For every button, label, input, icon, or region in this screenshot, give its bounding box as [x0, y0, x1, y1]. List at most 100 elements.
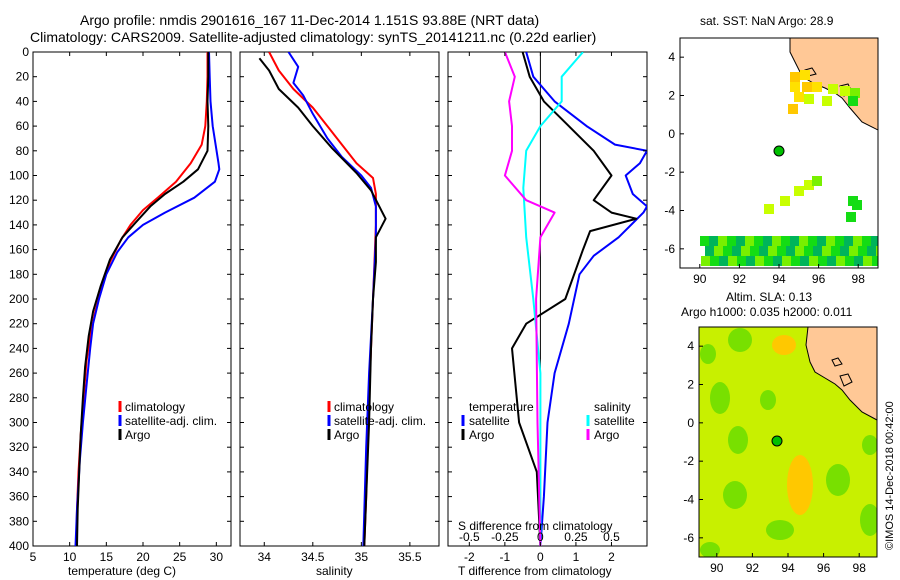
y-tick-label: 360 [9, 490, 29, 504]
sst-pixel [826, 236, 836, 246]
difference-axes-frame [447, 51, 648, 547]
sst-pixel [745, 236, 755, 246]
sst-pixel [741, 246, 751, 256]
sst-pixel [718, 236, 728, 246]
salinity-xlabel: salinity [316, 564, 353, 578]
y-tick-label: 160 [9, 243, 29, 257]
sst-pixel [723, 246, 733, 256]
legend-label-argo: Argo [125, 428, 151, 442]
salinity-axes-frame [239, 51, 440, 547]
map-y-tick-label: -4 [664, 204, 675, 218]
sla-land-island [831, 357, 843, 367]
difference-xlabel: T difference from climatology [458, 564, 612, 578]
sla-argo-marker [771, 435, 783, 447]
sst-pixel [845, 256, 855, 266]
sst-pixel [709, 236, 719, 246]
temperature-legend: climatology satellite-adj. clim. Argo [118, 400, 217, 442]
sla-low-patch [826, 464, 850, 496]
sla-low-patch [728, 328, 752, 352]
sst-pixel [849, 246, 859, 256]
sst-pixel [772, 236, 782, 246]
y-tick-label: 220 [9, 317, 29, 331]
sst-pixel [822, 246, 832, 256]
sst-pixel [876, 246, 878, 256]
sla-map-title-2: Argo h1000: 0.035 h2000: 0.011 [681, 305, 853, 319]
sst-pixel [808, 236, 818, 246]
map-x-tick-label: 92 [746, 561, 760, 575]
temperature-xlabel: temperature (deg C) [68, 564, 176, 578]
sst-pixel [719, 256, 729, 266]
x-tick-label: 1 [573, 550, 580, 564]
sst-pixel [862, 236, 872, 246]
sst-pixel [750, 246, 760, 256]
series-satellite-adj-clim- [287, 52, 377, 546]
sst-pixel [802, 82, 812, 92]
sst-argo-marker [773, 145, 785, 157]
y-tick-label: 340 [9, 465, 29, 479]
map-y-tick-label: 0 [687, 416, 694, 430]
x2-tick-label: 0 [537, 530, 544, 544]
legend-label-sal-argo: Argo [594, 428, 620, 442]
x-tick-label: 30 [210, 550, 224, 564]
legend-label-climatology: climatology [125, 400, 185, 414]
y-tick-label: 320 [9, 440, 29, 454]
sst-pixel [777, 246, 787, 256]
x-tick-label: 0 [537, 550, 544, 564]
series-argo [76, 52, 210, 546]
sst-map-title: sat. SST: NaN Argo: 28.9 [700, 14, 834, 28]
legend-label-satellite: satellite-adj. clim. [334, 414, 426, 428]
x-tick-label: 2 [608, 550, 615, 564]
sla-low-patch [710, 382, 730, 414]
x-tick-label: -1 [500, 550, 511, 564]
sst-pixel [804, 94, 814, 104]
y-tick-label: 200 [9, 292, 29, 306]
legend-label-temp-argo: Argo [469, 428, 495, 442]
map-y-tick-label: 4 [687, 339, 694, 353]
sst-pixel [727, 236, 737, 246]
temperature-panel: 0 20 40 60 80 100 120 140 160 180 200 220 240 260 280 3… [9, 45, 232, 578]
sst-pixel [813, 246, 823, 256]
sst-pixel [852, 200, 862, 210]
sst-pixel [840, 86, 850, 96]
map-x-tick-label: 90 [710, 561, 724, 575]
sst-pixel [822, 96, 832, 106]
sst-pixel [790, 82, 800, 92]
sla-low-patch [766, 520, 794, 540]
y-tick-label: 40 [16, 94, 30, 108]
sst-pixel [759, 246, 769, 256]
sst-pixel [872, 256, 878, 266]
sst-pixel [844, 236, 854, 246]
sst-pixel [817, 236, 827, 246]
sla-low-patch [760, 390, 776, 410]
sst-pixel [764, 256, 774, 266]
series-climatology [268, 52, 377, 546]
legend-label-sal-satellite: satellite [594, 414, 635, 428]
sst-pixel [850, 88, 860, 98]
sst-pixel [794, 186, 804, 196]
sla-low-patch [862, 435, 877, 455]
map-y-tick-label: -6 [683, 531, 694, 545]
y-tick-label: 60 [16, 119, 30, 133]
temperature-axes-frame [32, 51, 232, 547]
sst-pixel [746, 256, 756, 266]
series-argo [258, 57, 387, 546]
imos-credit: ©IMOS 14-Dec-2018 00:42:00 [884, 401, 896, 550]
sst-pixel [710, 256, 720, 266]
x-tick-label: 34.5 [301, 550, 325, 564]
sla-low-patch [700, 344, 716, 364]
y-tick-label: 300 [9, 416, 29, 430]
sst-pixel [736, 236, 746, 246]
sst-pixel [788, 104, 798, 114]
sla-high-patch [787, 455, 813, 515]
sst-pixel [818, 256, 828, 266]
sst-pixel [764, 204, 774, 214]
sla-low-patch [728, 426, 748, 454]
legend-label-satellite: satellite-adj. clim. [125, 414, 217, 428]
legend-label-climatology: climatology [334, 400, 394, 414]
series-salinity-argo [503, 52, 556, 546]
sst-pixel [780, 196, 790, 206]
sst-pixel [763, 236, 773, 246]
x2-tick-label: 0.5 [603, 530, 620, 544]
map-y-tick-label: 2 [668, 89, 675, 103]
